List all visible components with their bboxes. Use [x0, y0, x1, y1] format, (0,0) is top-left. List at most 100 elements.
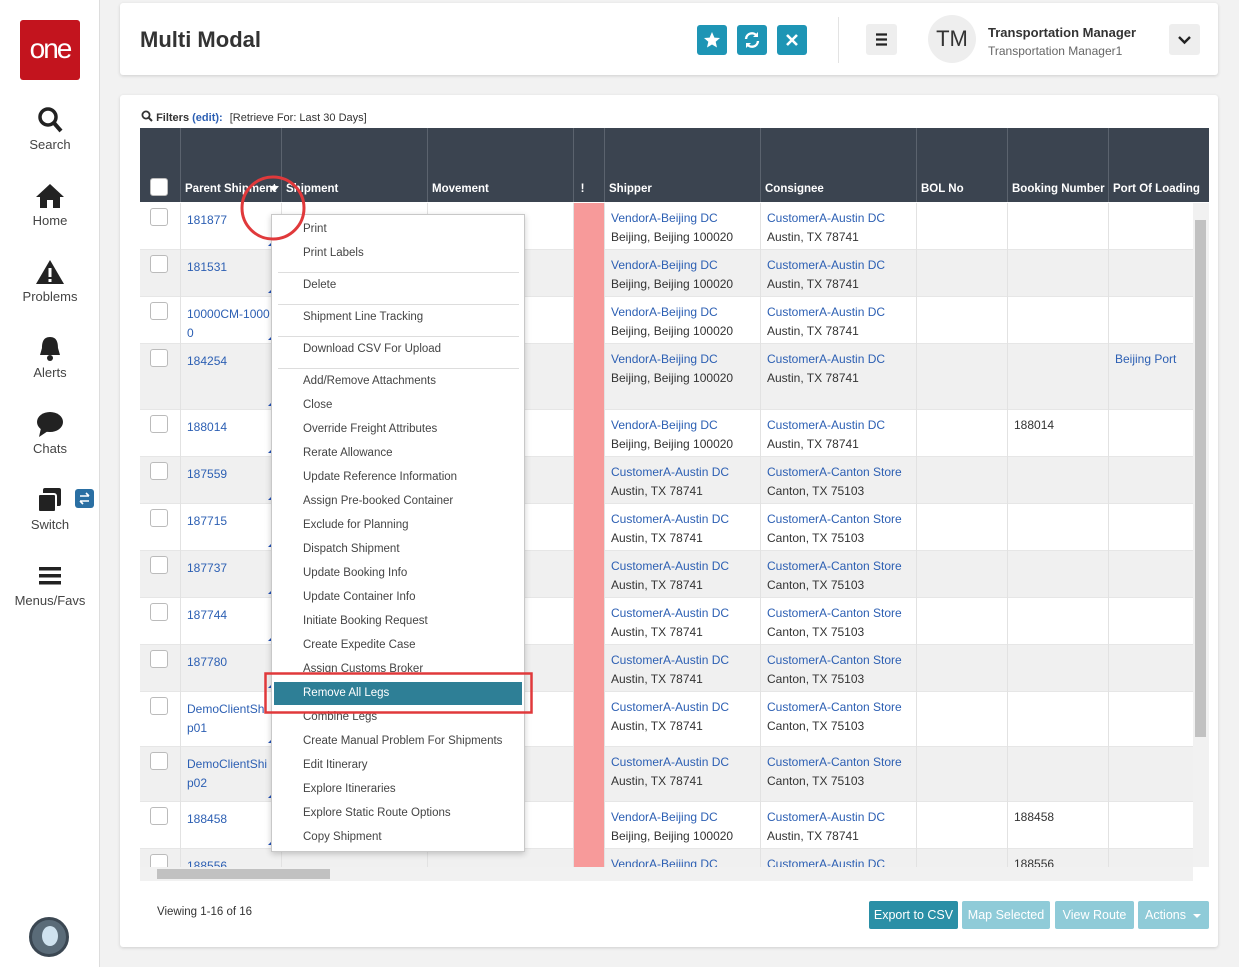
shipper-link[interactable]: CustomerA-Austin DC	[611, 755, 730, 769]
row-checkbox[interactable]	[150, 255, 168, 273]
menu-item[interactable]: Update Booking Info	[303, 567, 408, 579]
menu-item[interactable]: Edit Itinerary	[303, 759, 368, 771]
column-header[interactable]: Shipper	[609, 183, 652, 195]
row-checkbox[interactable]	[150, 854, 168, 867]
menu-item[interactable]: Create Expedite Case	[303, 639, 416, 651]
parent-shipment-link[interactable]: 187715	[187, 514, 228, 528]
shipper-link[interactable]: CustomerA-Austin DC	[611, 512, 730, 526]
menu-item[interactable]: Copy Shipment	[303, 831, 382, 843]
shipper-link[interactable]: CustomerA-Austin DC	[611, 465, 730, 479]
column-header[interactable]: Consignee	[765, 183, 824, 195]
column-header[interactable]: Shipment	[286, 183, 339, 195]
consignee-link[interactable]: CustomerA-Canton Store	[767, 755, 902, 769]
nav-home[interactable]: Home	[0, 182, 100, 228]
shipper-link[interactable]: VendorA-Beijing DC	[611, 810, 718, 824]
consignee-link[interactable]: CustomerA-Canton Store	[767, 512, 902, 526]
menu-item[interactable]: Shipment Line Tracking	[303, 311, 424, 323]
column-header[interactable]: BOL No	[921, 183, 964, 195]
shipper-link[interactable]: CustomerA-Austin DC	[611, 559, 730, 573]
menu-item[interactable]: Update Reference Information	[303, 471, 458, 483]
logo[interactable]: one	[20, 20, 80, 80]
menu-item[interactable]: Create Manual Problem For Shipments	[303, 735, 503, 747]
parent-shipment-link[interactable]: 10000CM-10000	[187, 307, 270, 340]
parent-shipment-link[interactable]: 181877	[187, 213, 228, 227]
shipper-link[interactable]: VendorA-Beijing DC	[611, 857, 718, 867]
menu-item[interactable]: Download CSV For Upload	[303, 343, 442, 355]
user-dropdown[interactable]	[1169, 24, 1200, 55]
column-header[interactable]: Booking Number	[1012, 183, 1105, 195]
column-header[interactable]: Port Of Loading	[1113, 183, 1200, 195]
footer-button[interactable]: Map Selected	[962, 901, 1050, 929]
menu-item[interactable]: Close	[303, 399, 333, 411]
menu-item[interactable]: Override Freight Attributes	[303, 423, 438, 435]
consignee-link[interactable]: CustomerA-Austin DC	[767, 418, 886, 432]
parent-shipment-link[interactable]: 181531	[187, 260, 228, 274]
nav-chats[interactable]: Chats	[0, 410, 100, 456]
port-link[interactable]: Beijing Port	[1115, 352, 1177, 366]
parent-shipment-link[interactable]: DemoClientShip01	[187, 702, 268, 735]
menu-item[interactable]: Combine Legs	[303, 711, 378, 723]
menu-button[interactable]	[866, 24, 897, 55]
column-header[interactable]: !	[580, 183, 585, 195]
nav-alerts[interactable]: Alerts	[0, 334, 100, 380]
close-button[interactable]	[777, 25, 807, 55]
horizontal-thumb[interactable]	[157, 869, 330, 879]
menu-item[interactable]: Add/Remove Attachments	[303, 375, 436, 387]
user-initials[interactable]: TM	[928, 15, 976, 63]
parent-shipment-link[interactable]: 188014	[187, 420, 228, 434]
parent-shipment-link[interactable]: DemoClientShip02	[187, 757, 268, 790]
row-checkbox[interactable]	[150, 752, 168, 770]
shipper-link[interactable]: VendorA-Beijing DC	[611, 305, 718, 319]
row-checkbox[interactable]	[150, 462, 168, 480]
row-checkbox[interactable]	[150, 697, 168, 715]
menu-item[interactable]: Explore Itineraries	[303, 783, 396, 795]
refresh-button[interactable]	[737, 25, 767, 55]
parent-shipment-link[interactable]: 187780	[187, 655, 228, 669]
menu-item[interactable]: Assign Customs Broker	[303, 663, 424, 675]
row-checkbox[interactable]	[150, 302, 168, 320]
favorite-button[interactable]	[697, 25, 727, 55]
filters-edit[interactable]: (edit):	[192, 112, 223, 124]
menu-item[interactable]: Update Container Info	[303, 591, 416, 603]
shipper-link[interactable]: CustomerA-Austin DC	[611, 653, 730, 667]
nav-search[interactable]: Search	[0, 106, 100, 152]
menu-item[interactable]: Print Labels	[303, 247, 364, 259]
nav-switch[interactable]: Switch	[0, 486, 100, 532]
menu-item[interactable]: Explore Static Route Options	[303, 807, 451, 819]
shipper-link[interactable]: VendorA-Beijing DC	[611, 211, 718, 225]
user-avatar[interactable]	[29, 917, 69, 957]
consignee-link[interactable]: CustomerA-Canton Store	[767, 653, 902, 667]
menu-item[interactable]: Delete	[303, 279, 337, 291]
consignee-link[interactable]: CustomerA-Austin DC	[767, 352, 886, 366]
footer-button[interactable]: View Route	[1055, 901, 1134, 929]
row-checkbox[interactable]	[150, 650, 168, 668]
select-all-checkbox[interactable]	[150, 178, 168, 196]
horizontal-scrollbar[interactable]	[140, 867, 1193, 881]
parent-shipment-link[interactable]: 188458	[187, 812, 228, 826]
column-header[interactable]: Movement	[432, 183, 489, 195]
consignee-link[interactable]: CustomerA-Canton Store	[767, 700, 902, 714]
nav-menus[interactable]: Menus/Favs	[0, 562, 100, 608]
consignee-link[interactable]: CustomerA-Austin DC	[767, 305, 886, 319]
consignee-link[interactable]: CustomerA-Austin DC	[767, 810, 886, 824]
row-checkbox[interactable]	[150, 556, 168, 574]
consignee-link[interactable]: CustomerA-Canton Store	[767, 465, 902, 479]
row-checkbox[interactable]	[150, 208, 168, 226]
consignee-link[interactable]: CustomerA-Austin DC	[767, 258, 886, 272]
row-checkbox[interactable]	[150, 603, 168, 621]
nav-problems[interactable]: Problems	[0, 258, 100, 304]
consignee-link[interactable]: CustomerA-Canton Store	[767, 606, 902, 620]
menu-item[interactable]: Remove All Legs	[303, 687, 390, 699]
menu-item[interactable]: Print	[303, 223, 327, 235]
menu-item[interactable]: Dispatch Shipment	[303, 543, 400, 555]
footer-button[interactable]: Actions	[1138, 901, 1209, 929]
parent-shipment-link[interactable]: 187744	[187, 608, 228, 622]
shipper-link[interactable]: VendorA-Beijing DC	[611, 352, 718, 366]
consignee-link[interactable]: CustomerA-Austin DC	[767, 211, 886, 225]
row-checkbox[interactable]	[150, 349, 168, 367]
shipper-link[interactable]: VendorA-Beijing DC	[611, 258, 718, 272]
parent-shipment-link[interactable]: 187737	[187, 561, 228, 575]
menu-item[interactable]: Initiate Booking Request	[303, 615, 428, 627]
column-header[interactable]: Parent Shipment	[185, 183, 277, 195]
shipper-link[interactable]: CustomerA-Austin DC	[611, 700, 730, 714]
